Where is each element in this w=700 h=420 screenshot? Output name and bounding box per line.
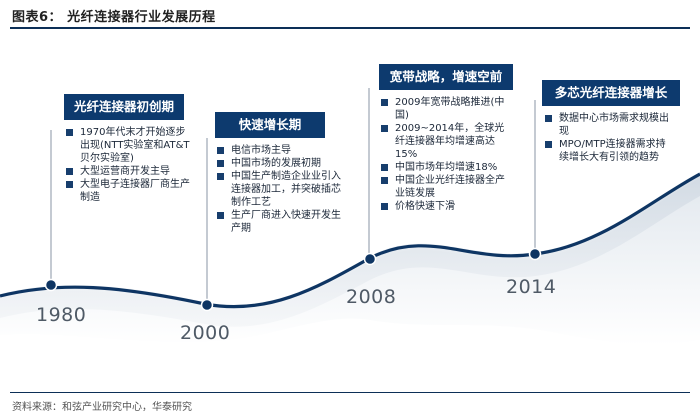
- stage-2-bullet: 中国市场的发展初期: [217, 157, 345, 170]
- timeline-dot-2014: [528, 247, 542, 261]
- stage-1-bullet: 大型电子连接器厂商生产制造: [66, 178, 194, 204]
- stage-3-bullet: 2009年宽带战略推进(中国): [381, 96, 505, 122]
- source-note: 资料来源：和弦产业研究中心，华泰研究: [12, 402, 192, 413]
- stage-2-bullet: 电信市场主导: [217, 144, 345, 157]
- stage-4-bullet: MPO/MTP连接器需求持续增长大有引领的趋势: [545, 138, 673, 164]
- stage-bullets-1: 1970年代末才开始逐步出现(NTT实验室和AT&T贝尔实验室) 大型运营商开发…: [66, 126, 194, 204]
- stage-bullets-2: 电信市场主导 中国市场的发展初期 中国生产制造企业业引入连接器加工，并突破插芯制…: [217, 144, 345, 235]
- stage-1-bullet: 1970年代末才开始逐步出现(NTT实验室和AT&T贝尔实验室): [66, 126, 194, 165]
- year-label-2014: 2014: [506, 276, 557, 298]
- year-label-2008: 2008: [346, 286, 397, 308]
- stage-3-bullet: 中国市场年均增速18%: [381, 161, 505, 174]
- year-label-1980: 1980: [36, 304, 87, 326]
- year-label-2000: 2000: [180, 322, 231, 344]
- stage-1-bullet: 大型运营商开发主导: [66, 165, 194, 178]
- stage-3-bullet: 价格快速下滑: [381, 200, 505, 213]
- stage-title-3: 宽带战略，增速空前: [379, 64, 513, 90]
- stage-title-2: 快速增长期: [215, 112, 325, 138]
- timeline-dot-1980: [44, 278, 58, 292]
- stage-title-1: 光纤连接器初创期: [64, 94, 184, 120]
- stage-4-bullet: 数据中心市场需求规模出现: [545, 112, 673, 138]
- title-rule: [10, 27, 690, 29]
- figure-title: 图表6： 光纤连接器行业发展历程: [12, 10, 216, 25]
- stage-2-bullet: 生产厂商进入快速开发生产期: [217, 209, 345, 235]
- stage-2-bullet: 中国生产制造企业业引入连接器加工，并突破插芯制作工艺: [217, 170, 345, 209]
- stage-3-bullet: 中国企业光纤连接器全产业链发展: [381, 174, 505, 200]
- timeline-dot-2000: [200, 298, 214, 312]
- stage-bullets-4: 数据中心市场需求规模出现 MPO/MTP连接器需求持续增长大有引领的趋势: [545, 112, 673, 164]
- stage-bullets-3: 2009年宽带战略推进(中国) 2009~2014年，全球光纤连接器年均增速高达…: [381, 96, 505, 213]
- timeline-dot-2008: [363, 252, 377, 266]
- stage-3-bullet: 2009~2014年，全球光纤连接器年均增速高达15%: [381, 122, 505, 161]
- stage-title-4: 多芯光纤连接器增长: [542, 80, 680, 106]
- source-rule: [10, 392, 690, 393]
